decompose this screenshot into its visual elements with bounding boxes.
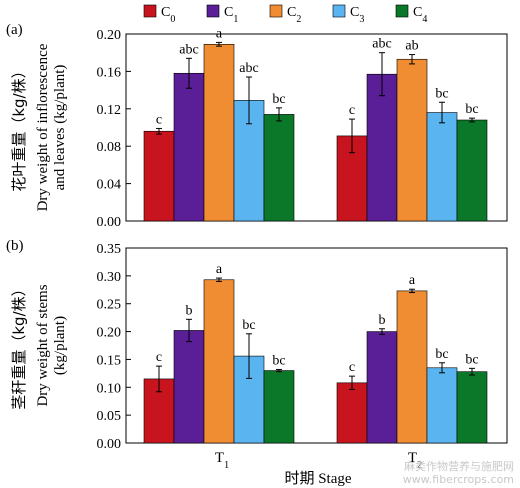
x-category-label-T2: T2 <box>408 450 422 471</box>
significance-letter-C2-T1: a <box>216 262 223 277</box>
bar-C4-T1 <box>263 370 295 444</box>
panel-label-2: (b) <box>6 238 24 254</box>
y-tick-label-0.30: 0.30 <box>97 270 122 285</box>
y-tick-label-0.00: 0.00 <box>97 437 122 452</box>
significance-letter-C2-T2: ab <box>405 39 418 54</box>
bar-C1-T2 <box>366 331 398 444</box>
y-axis-label-en-2-1: Dry weight of stems <box>35 284 51 406</box>
watermark-line2: www.fibercrops.com <box>402 473 514 486</box>
y-tick-label-0.12: 0.12 <box>97 103 122 118</box>
significance-letter-C4-T2: bc <box>465 352 478 367</box>
legend-swatch-C4 <box>395 4 409 18</box>
significance-letter-C4-T2: bc <box>465 102 478 117</box>
x-axis-title: 时期 Stage <box>284 470 351 487</box>
bar-C1-T1 <box>173 330 205 444</box>
y-tick-label-0.05: 0.05 <box>97 409 122 424</box>
significance-letter-C4-T1: bc <box>272 353 285 368</box>
bar-C1-T1 <box>173 72 205 222</box>
bar-C0-T1 <box>143 130 175 222</box>
legend-label-C0: C0 <box>161 5 175 25</box>
bar-C1-T2 <box>366 73 398 222</box>
y-axis-label-en-2-2: (kg/plant) <box>52 316 68 375</box>
y-axis-label-cn-1: 花叶重量（kg/株） <box>10 63 28 191</box>
significance-letter-C2-T1: a <box>216 26 223 41</box>
significance-letter-C1-T1: abc <box>179 42 198 57</box>
bar-C2-T1 <box>203 43 235 222</box>
bar-C0-T2 <box>336 382 368 444</box>
legend-label-C4: C4 <box>413 5 427 25</box>
legend-label-C1: C1 <box>224 5 238 25</box>
significance-letter-C3-T1: bc <box>242 318 255 333</box>
bar-C3-T2 <box>426 367 458 444</box>
legend-swatch-C1 <box>206 4 220 18</box>
legend-swatch-C3 <box>332 4 346 18</box>
significance-letter-C1-T1: b <box>186 303 193 318</box>
x-category-label-T1: T1 <box>215 450 229 471</box>
y-tick-label-0.08: 0.08 <box>97 140 122 155</box>
legend-label-C2: C2 <box>287 5 301 25</box>
y-tick-label-0.20: 0.20 <box>97 326 122 341</box>
significance-letter-C3-T2: bc <box>435 86 448 101</box>
y-tick-label-0.00: 0.00 <box>97 215 122 230</box>
y-tick-label-0.16: 0.16 <box>97 65 122 80</box>
y-axis-label-cn-2: 茎秆重量（kg/株） <box>10 281 28 409</box>
significance-letter-C4-T1: bc <box>272 92 285 107</box>
y-tick-label-0.20: 0.20 <box>97 28 122 43</box>
panel-label-1: (a) <box>6 22 23 38</box>
significance-letter-C0-T1: c <box>156 350 162 365</box>
legend-label-C3: C3 <box>350 5 364 25</box>
bar-C4-T2 <box>456 371 488 444</box>
significance-letter-C0-T1: c <box>156 112 162 127</box>
bar-C2-T2 <box>396 290 428 444</box>
bar-C4-T1 <box>263 114 295 222</box>
plot-frame-1 <box>125 33 508 222</box>
plot-frame-2 <box>125 247 508 444</box>
legend-swatch-C0 <box>143 4 157 18</box>
bar-C2-T1 <box>203 279 235 444</box>
y-tick-label-0.15: 0.15 <box>97 353 122 368</box>
bar-C3-T2 <box>426 112 458 222</box>
significance-letter-C1-T2: b <box>379 313 386 328</box>
bar-C2-T2 <box>396 58 428 222</box>
y-tick-label-0.25: 0.25 <box>97 298 122 313</box>
significance-letter-C0-T2: c <box>349 360 355 375</box>
y-tick-label-0.10: 0.10 <box>97 381 122 396</box>
significance-letter-C3-T2: bc <box>435 347 448 362</box>
bar-C4-T2 <box>456 119 488 222</box>
watermark: 麻类作物营养与施肥网 www.fibercrops.com <box>403 460 514 486</box>
significance-letter-C2-T2: a <box>409 273 416 288</box>
legend-swatch-C2 <box>269 4 283 18</box>
y-tick-label-0.35: 0.35 <box>97 242 122 257</box>
significance-letter-C1-T2: abc <box>372 37 391 52</box>
y-axis-label-en-1-1: Dry weight of inflorescence <box>35 43 51 211</box>
y-axis-label-en-1-2: and leaves (kg/plant) <box>52 65 68 191</box>
significance-letter-C3-T1: abc <box>239 61 258 76</box>
significance-letter-C0-T2: c <box>349 103 355 118</box>
y-tick-label-0.04: 0.04 <box>97 178 122 193</box>
watermark-line1: 麻类作物营养与施肥网 <box>404 460 514 473</box>
